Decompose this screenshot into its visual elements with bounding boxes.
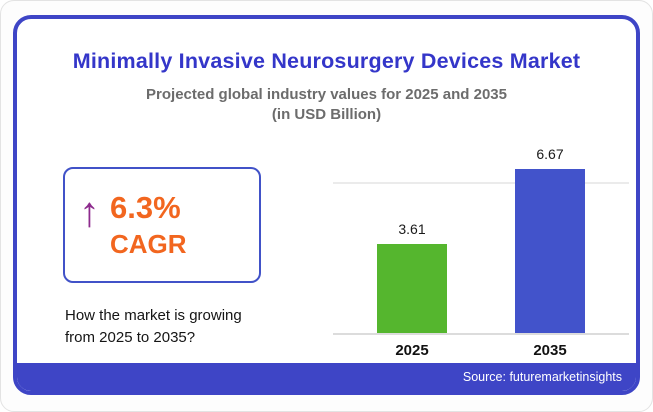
- chart-subtitle: Projected global industry values for 202…: [17, 85, 636, 125]
- chart-top-gridline: [333, 182, 629, 184]
- cagr-label: CAGR: [110, 229, 187, 260]
- infographic-card: Minimally Invasive Neurosurgery Devices …: [13, 15, 640, 395]
- bar-2025: [377, 244, 447, 333]
- footer-bar: Source: futuremarketinsights: [17, 363, 636, 391]
- growth-question: How the market is growing from 2025 to 2…: [65, 305, 242, 349]
- cagr-value: 6.3%: [110, 189, 181, 225]
- bar-column-2035: 6.67: [515, 146, 585, 333]
- bar-value-label-2025: 3.61: [398, 221, 426, 237]
- source-text: Source: futuremarketinsights: [462, 370, 622, 384]
- chart-baseline: [333, 333, 629, 335]
- bar-chart: 3.61 6.67 2025 2035: [333, 135, 629, 359]
- bar-column-2025: 3.61: [377, 221, 447, 333]
- bar-value-label-2035: 6.67: [536, 146, 564, 162]
- x-axis-labels: 2025 2035: [333, 342, 629, 359]
- growth-question-line-2: from 2025 to 2035?: [65, 329, 196, 346]
- growth-question-line-1: How the market is growing: [65, 307, 242, 324]
- cagr-box: ↑ 6.3% CAGR: [63, 167, 261, 283]
- cagr-text: 6.3% CAGR: [110, 190, 187, 261]
- up-arrow-icon: ↑: [79, 188, 100, 235]
- x-axis-label-2025: 2025: [395, 342, 429, 359]
- subtitle-line-1: Projected global industry values for 202…: [146, 86, 507, 103]
- subtitle-line-2: (in USD Billion): [271, 106, 382, 123]
- chart-plot-area: 3.61 6.67: [333, 135, 629, 333]
- bar-2035: [515, 169, 585, 333]
- x-axis-label-2035: 2035: [533, 342, 567, 359]
- page-title: Minimally Invasive Neurosurgery Devices …: [72, 49, 581, 73]
